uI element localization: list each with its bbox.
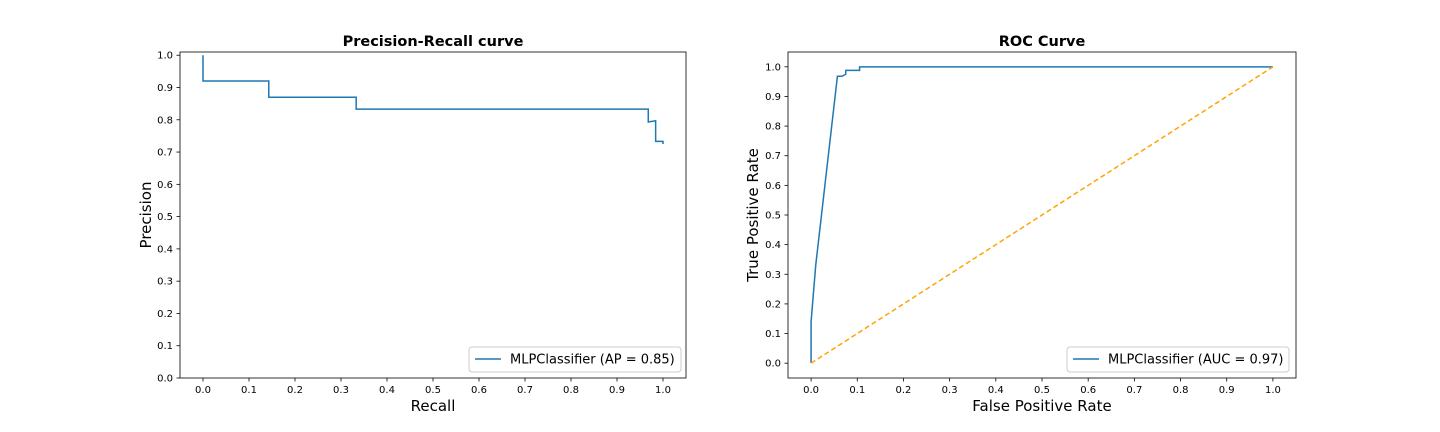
pr-y-tick-label: 0.1 bbox=[157, 341, 173, 352]
pr-x-tick-label: 0.5 bbox=[425, 385, 441, 396]
pr-x-ticks: 0.0 0.1 0.2 0.3 0.4 0.5 0.6 0.7 0.8 0.9 1.0 bbox=[195, 378, 671, 396]
pr-y-tick-label: 0.0 bbox=[157, 374, 173, 385]
roc-x-tick-label: 0.4 bbox=[988, 385, 1004, 396]
pr-y-tick-label: 0.5 bbox=[157, 212, 173, 223]
pr-y-tick-label: 1.0 bbox=[157, 51, 173, 62]
roc-x-axis-label: False Positive Rate bbox=[972, 397, 1111, 415]
pr-series-line bbox=[202, 55, 664, 144]
roc-x-tick-label: 0.3 bbox=[942, 385, 958, 396]
roc-y-tick-label: 0.3 bbox=[765, 270, 781, 281]
roc-chance-diagonal-line bbox=[810, 66, 1274, 364]
roc-y-tick-label: 0.6 bbox=[765, 181, 781, 192]
pr-y-tick-label: 0.8 bbox=[157, 115, 173, 126]
pr-plot-area bbox=[179, 51, 687, 379]
roc-x-tick-label: 0.2 bbox=[896, 385, 912, 396]
roc-y-tick-label: 0.4 bbox=[765, 240, 781, 251]
pr-y-tick-label: 0.4 bbox=[157, 244, 173, 255]
roc-x-tick-label: 0.5 bbox=[1034, 385, 1050, 396]
roc-y-tick-label: 0.7 bbox=[765, 151, 781, 162]
roc-y-axis-label: True Positive Rate bbox=[744, 148, 762, 283]
pr-y-tick-label: 0.6 bbox=[157, 180, 173, 191]
roc-x-tick-label: 0.0 bbox=[803, 385, 819, 396]
pr-y-axis-label: Precision bbox=[137, 182, 155, 249]
roc-x-tick-label: 0.8 bbox=[1173, 385, 1189, 396]
roc-legend: MLPClassifier (AUC = 0.97) bbox=[1066, 346, 1290, 373]
pr-y-tick-label: 0.7 bbox=[157, 148, 173, 159]
roc-legend-box bbox=[1066, 346, 1290, 373]
pr-x-tick-label: 0.6 bbox=[471, 385, 487, 396]
pr-x-tick-label: 1.0 bbox=[655, 385, 671, 396]
roc-y-tick-label: 0.5 bbox=[765, 211, 781, 222]
roc-series-group bbox=[810, 66, 1274, 364]
roc-y-tick-label: 0.1 bbox=[765, 329, 781, 340]
pr-legend: MLPClassifier (AP = 0.85) bbox=[468, 346, 682, 373]
pr-chart-title: Precision-Recall curve bbox=[343, 34, 524, 50]
pr-series-group bbox=[202, 55, 664, 144]
roc-x-tick-label: 0.1 bbox=[849, 385, 865, 396]
roc-legend-label: MLPClassifier (AUC = 0.97) bbox=[1108, 353, 1284, 368]
roc-y-tick-label: 1.0 bbox=[765, 62, 781, 73]
roc-x-tick-label: 0.7 bbox=[1126, 385, 1142, 396]
pr-x-tick-label: 0.7 bbox=[517, 385, 533, 396]
pr-legend-box bbox=[468, 346, 682, 373]
pr-x-tick-label: 0.8 bbox=[563, 385, 579, 396]
pr-y-tick-label: 0.2 bbox=[157, 309, 173, 320]
roc-y-tick-label: 0.0 bbox=[765, 359, 781, 370]
roc-x-tick-label: 0.9 bbox=[1219, 385, 1235, 396]
roc-chart: ROC Curve False Positive Rate True Posit… bbox=[744, 34, 1297, 415]
pr-x-tick-label: 0.4 bbox=[379, 385, 395, 396]
pr-x-tick-label: 0.1 bbox=[241, 385, 257, 396]
roc-y-tick-label: 0.9 bbox=[765, 92, 781, 103]
pr-y-tick-label: 0.9 bbox=[157, 83, 173, 94]
pr-y-tick-label: 0.3 bbox=[157, 277, 173, 288]
roc-chart-title: ROC Curve bbox=[999, 34, 1086, 50]
pr-x-tick-label: 0.0 bbox=[195, 385, 211, 396]
roc-y-tick-label: 0.2 bbox=[765, 299, 781, 310]
roc-series-line bbox=[810, 66, 1273, 364]
pr-x-tick-label: 0.2 bbox=[287, 385, 303, 396]
pr-y-ticks: 0.0 0.1 0.2 0.3 0.4 0.5 0.6 0.7 0.8 0.9 1.0 bbox=[157, 51, 180, 385]
roc-y-tick-label: 0.8 bbox=[765, 122, 781, 133]
precision-recall-chart: Precision-Recall curve Recall Precision … bbox=[137, 34, 687, 415]
roc-x-ticks: 0.0 0.1 0.2 0.3 0.4 0.5 0.6 0.7 0.8 0.9 1.0 bbox=[803, 378, 1281, 396]
roc-x-tick-label: 0.6 bbox=[1080, 385, 1096, 396]
pr-x-axis-label: Recall bbox=[411, 397, 456, 415]
pr-legend-label: MLPClassifier (AP = 0.85) bbox=[510, 353, 675, 368]
roc-y-ticks: 0.0 0.1 0.2 0.3 0.4 0.5 0.6 0.7 0.8 0.9 1.0 bbox=[765, 62, 788, 370]
pr-x-tick-label: 0.9 bbox=[609, 385, 625, 396]
roc-x-tick-label: 1.0 bbox=[1265, 385, 1281, 396]
pr-x-tick-label: 0.3 bbox=[333, 385, 349, 396]
